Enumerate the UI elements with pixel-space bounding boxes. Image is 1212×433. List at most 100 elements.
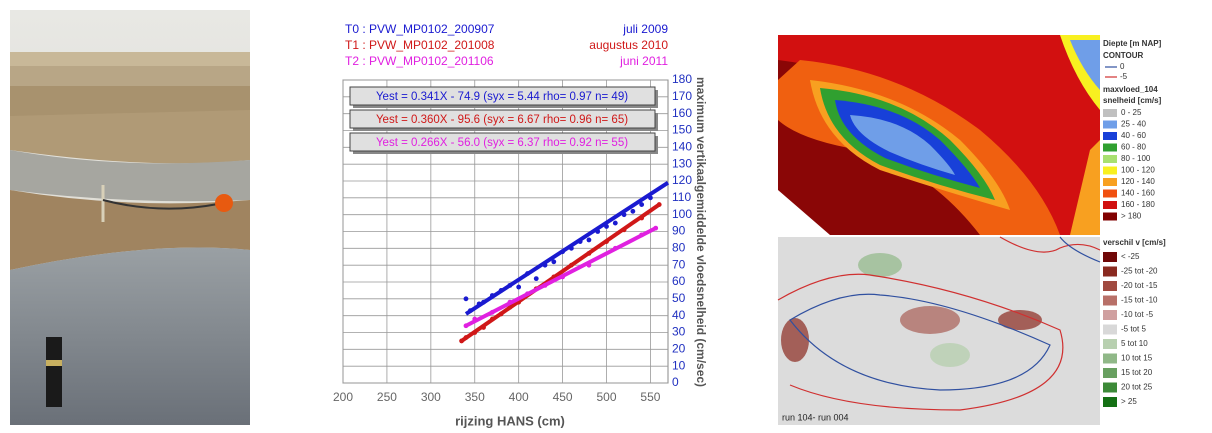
y-tick-label: 140 [672, 140, 692, 154]
equation-box [349, 86, 656, 106]
legend-label: 100 - 120 [1121, 166, 1155, 175]
legend-swatch [1103, 368, 1117, 378]
legend-label: -25 tot -20 [1121, 267, 1158, 276]
legend-swatch [1103, 252, 1117, 262]
legend-label: 25 - 40 [1121, 120, 1146, 129]
x-tick-label: 250 [377, 390, 397, 404]
legend-label: > 180 [1121, 212, 1142, 221]
legend-name: T1 : PVW_MP0102_201008 [345, 38, 495, 52]
y-tick-label: 40 [672, 308, 686, 322]
map-bottom: run 104- run 004 [777, 236, 1101, 425]
y-tick-label: 50 [672, 291, 686, 305]
x-tick-label: 500 [596, 390, 616, 404]
legend-swatch [1103, 143, 1117, 152]
legend-title: verschil v [cm/s] [1103, 238, 1166, 247]
legend-date: juli 2009 [622, 22, 668, 36]
point [639, 202, 645, 207]
y-tick-label: 80 [672, 241, 686, 255]
legend-swatch [1103, 166, 1117, 175]
y-tick-label: 60 [672, 274, 686, 288]
y-tick-label: 130 [672, 156, 692, 170]
point [630, 208, 636, 214]
y-tick-label: 90 [672, 224, 686, 238]
legend-title: Diepte [m NAP] [1103, 39, 1162, 48]
legend-title: CONTOUR [1103, 51, 1144, 60]
y-tick-label: 110 [672, 190, 691, 204]
legend-swatch [1103, 178, 1117, 186]
legend-swatch [1103, 281, 1117, 291]
equation: Yest = 0.341X - 74.9 (syx = 5.44 rho= 0.… [376, 91, 628, 103]
x-tick-label: 400 [509, 390, 529, 404]
y-axis-label: maximum vertikaalgemiddelde vloedsnelhei… [694, 77, 708, 387]
x-axis-label: rijzing HANS (cm) [455, 413, 565, 428]
legend-swatch [1103, 353, 1117, 364]
scatter-chart: rijzing HANS (cm) maximum vertikaalgemid… [333, 22, 708, 428]
legend-title: snelheid [cm/s] [1103, 96, 1162, 105]
legend-label: 120 - 140 [1121, 177, 1155, 186]
x-tick-label: 350 [465, 390, 485, 404]
x-tick-label: 450 [553, 390, 573, 404]
legend-swatch [1103, 155, 1117, 163]
legend-label: 60 - 80 [1121, 143, 1146, 152]
legend-label: 40 - 60 [1121, 131, 1146, 140]
photo [10, 10, 250, 425]
y-tick-label: 0 [672, 375, 679, 389]
y-tick-label: 100 [672, 207, 692, 221]
legend-label: -15 tot -10 [1121, 296, 1158, 305]
legend-label: 140 - 160 [1121, 189, 1155, 198]
legend-label: 160 - 180 [1121, 200, 1155, 209]
equation: Yest = 0.360X - 95.6 (syx = 6.67 rho= 0.… [376, 114, 628, 126]
equation-box [349, 109, 656, 129]
y-tick-label: 30 [672, 325, 686, 339]
y-tick-label: 120 [672, 173, 692, 187]
fit-line [465, 226, 657, 328]
y-tick-label: 150 [672, 123, 692, 137]
point [612, 220, 618, 226]
point [551, 259, 557, 265]
legend-swatch [1103, 324, 1117, 335]
legend-swatch [1103, 382, 1117, 393]
legend-label: < -25 [1121, 252, 1140, 261]
legend-date: juni 2011 [619, 54, 668, 68]
legend-label: 10 tot 15 [1121, 354, 1153, 363]
point [586, 237, 592, 243]
legend-swatch [1103, 132, 1117, 140]
legend-swatch [1103, 266, 1117, 277]
legend-name: T0 : PVW_MP0102_200907 [345, 22, 495, 36]
y-tick-label: 160 [672, 106, 692, 120]
legend-swatch [1103, 120, 1117, 129]
map-top [778, 35, 1100, 235]
map-caption: run 104- run 004 [782, 412, 849, 422]
legend-label: -10 tot -5 [1121, 310, 1154, 319]
equation: Yest = 0.266X - 56.0 (syx = 6.37 rho= 0.… [376, 137, 628, 149]
fit-line [460, 202, 661, 343]
point [463, 296, 469, 302]
legend-label: -5 tot 5 [1121, 325, 1146, 334]
x-tick-label: 200 [333, 390, 353, 404]
legend-swatch [1103, 295, 1117, 306]
legend-label: 0 [1120, 62, 1125, 71]
legend-label: -5 [1120, 72, 1128, 81]
y-tick-label: 20 [672, 342, 686, 356]
fit-line [464, 181, 670, 316]
y-tick-label: 170 [672, 89, 692, 103]
legend-swatch [1103, 109, 1117, 117]
legend-swatch [1103, 310, 1117, 320]
y-tick-label: 10 [672, 358, 686, 372]
legend-label: 0 - 25 [1121, 108, 1142, 117]
y-tick-label: 180 [672, 72, 692, 86]
x-tick-label: 550 [640, 390, 660, 404]
point [516, 284, 522, 290]
map-legend: Diepte [m NAP] CONTOUR 0-5 maxvloed_104snel… [1103, 39, 1166, 407]
legend-swatch [1103, 201, 1117, 209]
legend-swatch [1103, 397, 1117, 407]
legend-swatch [1103, 339, 1117, 349]
legend-swatch [1103, 212, 1117, 221]
y-tick-label: 70 [672, 257, 686, 271]
legend-label: > 25 [1121, 397, 1137, 406]
legend-label: 5 tot 10 [1121, 339, 1148, 348]
legend-label: -20 tot -15 [1121, 281, 1158, 290]
legend-title: maxvloed_104 [1103, 85, 1158, 94]
legend-label: 80 - 100 [1121, 154, 1151, 163]
